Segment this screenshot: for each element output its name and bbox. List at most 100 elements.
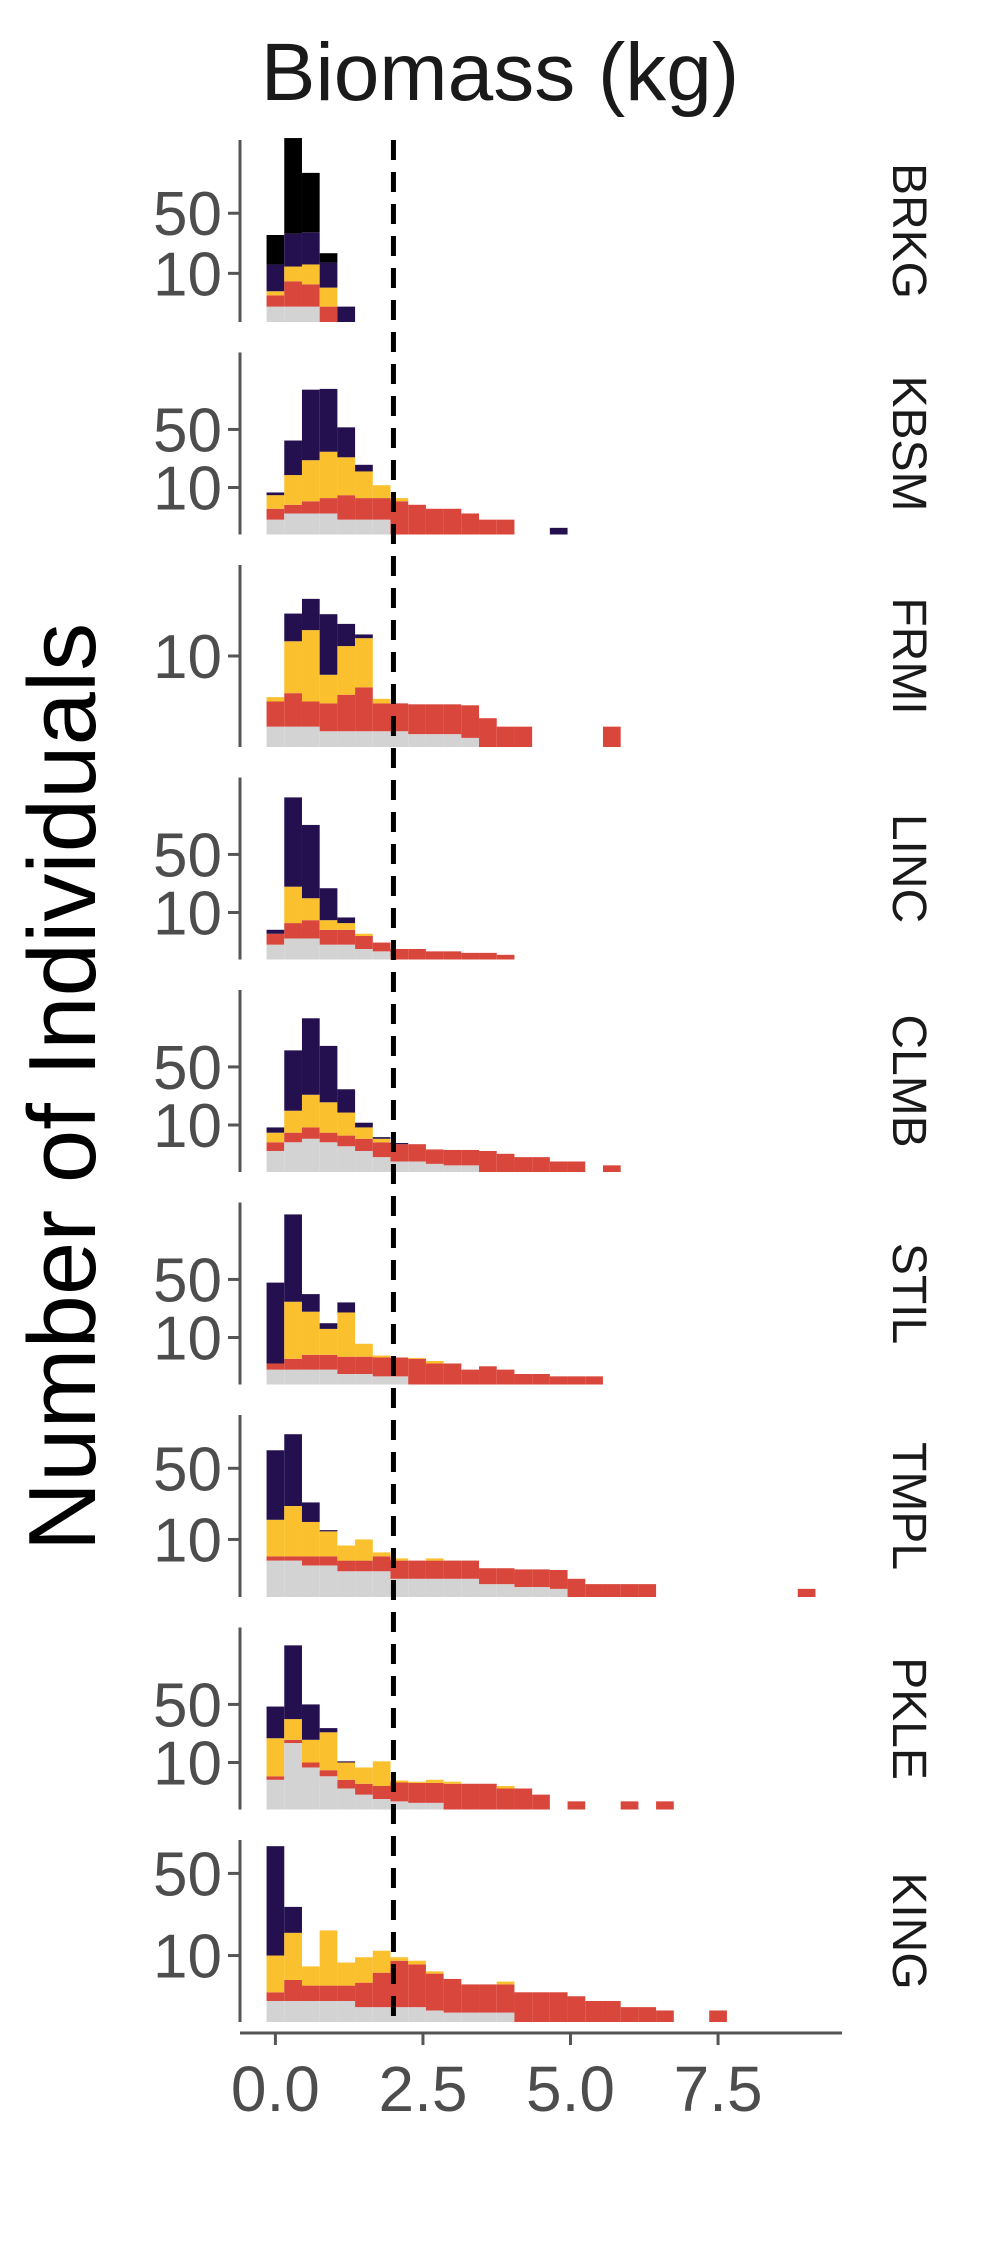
bar-segment	[266, 701, 285, 727]
bar-segment	[284, 1434, 302, 1506]
bar-segment	[337, 457, 356, 496]
bar-segment	[567, 1996, 586, 2022]
bar-segment	[372, 498, 391, 520]
bar-segment	[656, 1801, 674, 1810]
bar-segment	[461, 952, 480, 960]
bar-segment	[284, 1142, 302, 1172]
bar-segment	[797, 1588, 816, 1597]
bar-segment	[284, 138, 302, 234]
bar-segment	[284, 641, 302, 694]
bar-segment	[284, 1556, 302, 1561]
bar-segment	[266, 1846, 285, 1956]
bar-segment	[461, 1783, 480, 1810]
x-tick-label: 2.5	[378, 2053, 467, 2125]
bar-segment	[266, 306, 285, 322]
bar-segment	[532, 1794, 550, 1810]
bar-segment	[266, 1369, 285, 1385]
bar-segment	[461, 513, 480, 535]
bar-segment	[337, 1761, 356, 1763]
bar-segment	[284, 475, 302, 505]
bar-segment	[372, 731, 391, 747]
y-tick-label: 50	[153, 1840, 222, 1909]
bar-segment	[319, 1985, 338, 2001]
bar-segment	[319, 262, 338, 288]
bar-segment	[496, 1786, 515, 1789]
bar-segment	[284, 1132, 302, 1143]
bar-segment	[337, 2000, 356, 2022]
bar-segment	[266, 1363, 285, 1370]
bar-segment	[372, 1950, 391, 1973]
bar-segment	[372, 1556, 391, 1572]
bar-segment	[443, 2012, 462, 2022]
bar-segment	[549, 1161, 568, 1172]
bar-segment	[355, 1783, 373, 1795]
bar-segment	[355, 1150, 373, 1172]
y-tick-label: 10	[153, 240, 222, 309]
bar-segment	[355, 519, 373, 535]
bar-segment	[301, 1521, 320, 1557]
bar-segment	[266, 1150, 285, 1172]
bar-segment	[301, 1369, 320, 1385]
y-tick-label: 10	[153, 1092, 222, 1161]
bar-segment	[301, 1354, 320, 1370]
bar-segment	[284, 886, 302, 924]
bar-segment	[266, 1560, 285, 1597]
bar-segment	[602, 726, 621, 747]
bar-segment	[266, 1519, 285, 1557]
bar-segment	[355, 1767, 373, 1784]
bar-segment	[266, 492, 285, 496]
bar-segment	[284, 1645, 302, 1720]
bar-segment	[284, 1506, 302, 1557]
bar-segment	[355, 687, 373, 732]
bar-segment	[266, 2000, 285, 2022]
bar-segment	[319, 1328, 338, 1355]
bar-segment	[319, 287, 338, 307]
bar-segment	[319, 1728, 338, 1733]
bar-segment	[301, 389, 320, 461]
bar-segment	[319, 614, 338, 675]
bar-segment	[266, 1779, 285, 1810]
bar-segment	[355, 1138, 373, 1151]
bar-segment	[602, 2000, 621, 2022]
bar-segment	[425, 734, 444, 747]
bar-segment	[301, 598, 320, 631]
bar-segment	[301, 172, 320, 233]
bar-segment	[408, 1578, 426, 1597]
bar-segment	[425, 704, 444, 735]
bar-segment	[549, 1588, 568, 1597]
bar-segment	[319, 2000, 338, 2022]
bar-segment	[461, 1369, 480, 1385]
bar-segment	[514, 1157, 533, 1172]
x-tick-label: 5.0	[526, 2053, 615, 2125]
bar-segment	[425, 1782, 444, 1803]
bar-segment	[620, 2007, 639, 2022]
bar-segment	[319, 253, 338, 263]
bar-segment	[319, 1132, 338, 1143]
bar-segment	[301, 501, 320, 514]
bar-segment	[337, 1112, 356, 1136]
bar-segment	[266, 933, 285, 945]
bar-segment	[461, 1578, 480, 1597]
bar-segment	[443, 1560, 462, 1579]
bar-segment	[620, 1801, 639, 1810]
bar-segment	[337, 1545, 356, 1561]
bar-segment	[479, 1584, 497, 1597]
bar-segment	[355, 1982, 373, 2008]
bar-segment	[284, 233, 302, 267]
bar-segment	[284, 513, 302, 535]
bar-segment	[461, 705, 480, 738]
bar-segment	[284, 923, 302, 939]
bar-segment	[372, 1972, 391, 2008]
bar-segment	[408, 1357, 426, 1359]
bar-segment	[284, 1214, 302, 1302]
bar-segment	[390, 1161, 409, 1172]
bar-segment	[319, 1142, 338, 1172]
bar-segment	[266, 1450, 285, 1520]
bar-segment	[319, 1369, 338, 1385]
bar-segment	[266, 1127, 285, 1133]
bar-segment	[284, 726, 302, 747]
bar-segment	[602, 1584, 621, 1597]
bar-segment	[284, 281, 302, 307]
